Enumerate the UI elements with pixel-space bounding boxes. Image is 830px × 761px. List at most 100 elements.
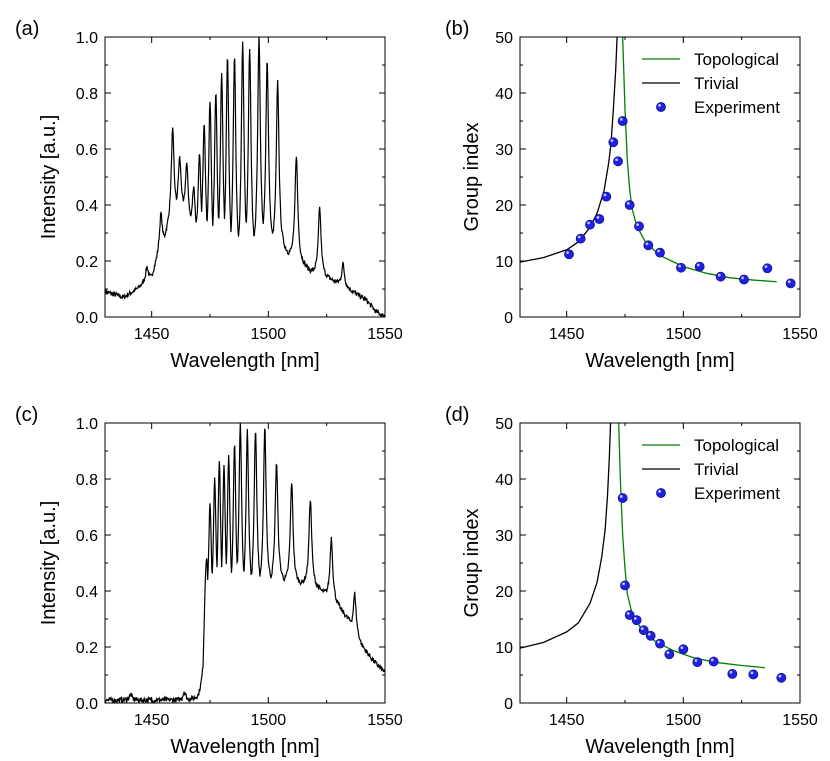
panel-a-xlabel: Wavelength [nm]	[170, 350, 319, 372]
panel-b-experiment-point-highlight	[696, 263, 700, 267]
panel-d-legend-swatch-highlight	[658, 490, 661, 493]
panel-d-experiment-point-highlight	[640, 627, 644, 630]
panel-b-experiment-point-highlight	[787, 280, 791, 284]
panel-b-experiment-point	[594, 214, 605, 224]
panel-d-xlabel: Wavelength [nm]	[585, 736, 734, 758]
panel-d-experiment-point-highlight	[694, 659, 698, 662]
panel-c-xtick-label: 1450	[134, 712, 170, 729]
panel-b-series-trivial-line	[520, 37, 618, 263]
panel-c-xlabel: Wavelength [nm]	[170, 736, 319, 758]
panel-c-ytick-label: 0.8	[76, 472, 98, 489]
panel-c-marks	[105, 423, 385, 703]
panel-a-ytick-label: 1.0	[76, 30, 98, 47]
panel-d-experiment-point	[631, 615, 642, 626]
panel-b-experiment-point-highlight	[717, 273, 721, 277]
panel-d-ytick-label: 0	[504, 696, 513, 713]
panel-a-spectrum-line	[105, 37, 385, 317]
panel-b-xlabel: Wavelength [nm]	[585, 350, 734, 372]
panel-d-ticks: 1450 1500 1550 0 10 20 30 40 50	[495, 416, 818, 729]
panel-c-xtick-label: 1550	[367, 712, 403, 729]
panel-b-experiment-point	[634, 221, 644, 232]
panel-c-ylabel: Intensity [a.u.]	[38, 501, 60, 626]
panel-a-ytick-label: 0.2	[76, 254, 98, 271]
panel-b-marks	[520, 37, 796, 289]
panel-b-experiment-point	[608, 137, 619, 148]
panel-label-a: (a)	[15, 18, 39, 40]
panel-d-experiment-point	[692, 657, 703, 668]
panel-b-ytick-label: 0	[504, 310, 513, 327]
panel-b-frame	[519, 36, 801, 318]
panel-d-xtick-label: 1500	[666, 712, 702, 729]
panel-b-experiment-point	[613, 156, 623, 167]
panel-c: (c) 1450 1500 1550 0.0 0.2 0.4 0.6 0.8 1.0 Wavel…	[15, 404, 403, 758]
panel-label-d: (d)	[445, 404, 469, 426]
panel-c-xtick-label: 1500	[251, 712, 287, 729]
panel-b-experiment-point-highlight	[626, 202, 630, 205]
panel-d-experiment-point	[708, 656, 719, 667]
panel-a-xtick-label: 1550	[367, 326, 403, 343]
panel-d-ytick-label: 40	[495, 472, 513, 489]
panel-d-experiment-point	[727, 668, 738, 679]
panel-d-experiment-point-highlight	[750, 671, 754, 675]
panel-d-ytick-label: 30	[495, 528, 513, 545]
panel-a: (a) 1450 1500 1550 0.0 0.2 0.4 0.6 0.8 1.0 Wavel…	[15, 18, 403, 372]
panel-b-experiment-point-highlight	[587, 221, 590, 225]
panel-b-ylabel: Group index	[461, 123, 483, 232]
panel-d-experiment-point	[620, 580, 630, 591]
panel-b-experiment-point-highlight	[741, 276, 744, 280]
panel-d-experiment-point-highlight	[622, 582, 625, 586]
panel-a-ytick-label: 0.0	[76, 310, 98, 327]
panel-d-series-trivial-line	[520, 423, 612, 649]
panel-d-experiment-point	[645, 630, 656, 641]
panel-a-ytick-label: 0.8	[76, 86, 98, 103]
panel-b-ytick-label: 20	[495, 198, 513, 215]
panel-d-legend-experiment-label: Experiment	[694, 484, 780, 503]
panel-d-experiment-point	[617, 493, 628, 503]
panel-a-marks	[105, 37, 385, 317]
panel-b-xtick-label: 1500	[666, 326, 702, 343]
panel-b-legend-topological-label: Topological	[694, 50, 779, 69]
panel-c-ytick-label: 0.6	[76, 528, 98, 545]
panel-b-experiment-point	[715, 271, 726, 282]
panel-c-ticks: 1450 1500 1550 0.0 0.2 0.4 0.6 0.8 1.0	[76, 416, 403, 729]
panel-b-experiment-point	[694, 261, 705, 272]
panel-b-experiment-point	[575, 233, 586, 244]
panel-d-experiment-point-highlight	[778, 674, 782, 678]
panel-b-legend-experiment-swatch	[656, 102, 666, 112]
panel-d-legend-topological-label: Topological	[694, 436, 779, 455]
panel-b-experiment-point	[762, 263, 773, 274]
panel-d-legend: Topological Trivial Experiment	[642, 436, 780, 503]
panel-b-experiment-point-highlight	[657, 249, 660, 253]
panel-b-experiment-point	[601, 191, 612, 202]
panel-d-experiment-point	[748, 669, 759, 680]
panel-b-experiment-point	[643, 240, 654, 251]
panel-d-xtick-label: 1450	[549, 712, 585, 729]
panel-d-ytick-label: 50	[495, 416, 513, 433]
panel-b-ytick-label: 30	[495, 142, 513, 159]
panel-d-legend-experiment-swatch	[656, 488, 666, 498]
panel-c-ytick-label: 1.0	[76, 416, 98, 433]
panel-b-experiment-point	[585, 219, 595, 230]
panel-d-experiment-point-highlight	[729, 670, 733, 674]
panel-d-frame	[519, 422, 801, 704]
panel-b-experiment-point-highlight	[645, 242, 649, 246]
panel-b-experiment-point-highlight	[678, 264, 681, 268]
panel-label-c: (c)	[15, 404, 38, 426]
panel-a-xtick-label: 1450	[134, 326, 170, 343]
panel-b-ytick-label: 10	[495, 254, 513, 271]
panel-d-ytick-label: 10	[495, 640, 513, 657]
panel-b-experiment-point	[624, 200, 635, 210]
panel-b-legend-experiment-label: Experiment	[694, 98, 780, 117]
panel-b-ticks: 1450 1500 1550 0 10 20 30 40 50	[495, 30, 818, 343]
panel-d-legend-trivial-label: Trivial	[694, 460, 739, 479]
panel-b-experiment-point-highlight	[636, 223, 639, 227]
panel-d-ytick-label: 20	[495, 584, 513, 601]
panel-d-ylabel: Group index	[461, 509, 483, 618]
panel-b-experiment-point-highlight	[566, 251, 569, 255]
panel-d-experiment-point-highlight	[657, 640, 660, 644]
panel-d-experiment-point	[664, 649, 675, 660]
panel-d-marks	[520, 423, 787, 683]
panel-c-ytick-label: 0.0	[76, 696, 98, 713]
